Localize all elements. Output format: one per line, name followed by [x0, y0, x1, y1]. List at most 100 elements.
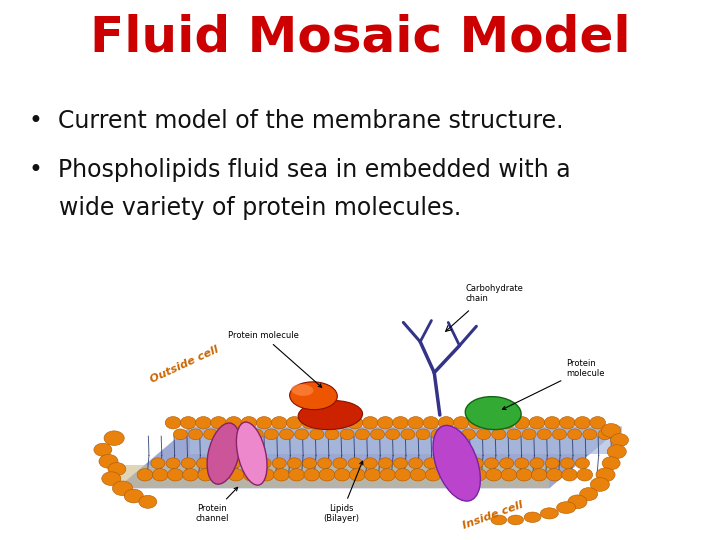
Polygon shape: [190, 427, 622, 454]
Ellipse shape: [522, 429, 536, 440]
Ellipse shape: [99, 455, 118, 468]
Text: •  Current model of the membrane structure.: • Current model of the membrane structur…: [29, 110, 563, 133]
Ellipse shape: [272, 458, 287, 469]
Ellipse shape: [499, 416, 515, 429]
Ellipse shape: [219, 429, 233, 440]
Ellipse shape: [602, 457, 620, 470]
Ellipse shape: [198, 469, 214, 481]
Ellipse shape: [515, 458, 529, 469]
Ellipse shape: [317, 416, 333, 429]
Ellipse shape: [477, 429, 490, 440]
Ellipse shape: [166, 458, 180, 469]
Ellipse shape: [541, 508, 558, 519]
Polygon shape: [117, 465, 549, 488]
Ellipse shape: [392, 416, 408, 429]
Text: Lipids
(Bilayer): Lipids (Bilayer): [323, 461, 363, 523]
Ellipse shape: [416, 429, 430, 440]
Ellipse shape: [611, 434, 629, 447]
Ellipse shape: [289, 469, 305, 481]
Ellipse shape: [423, 416, 438, 429]
Ellipse shape: [590, 477, 609, 491]
Ellipse shape: [485, 458, 498, 469]
Text: wide variety of protein molecules.: wide variety of protein molecules.: [59, 196, 462, 220]
Text: Protein
channel: Protein channel: [196, 487, 238, 523]
Ellipse shape: [545, 458, 559, 469]
Ellipse shape: [446, 429, 460, 440]
Ellipse shape: [410, 469, 426, 481]
Ellipse shape: [486, 469, 502, 481]
Text: Fluid Mosaic Model: Fluid Mosaic Model: [90, 14, 630, 62]
Ellipse shape: [349, 469, 365, 481]
Ellipse shape: [454, 416, 469, 429]
Ellipse shape: [492, 429, 506, 440]
Ellipse shape: [168, 469, 183, 481]
Ellipse shape: [438, 416, 454, 429]
Ellipse shape: [590, 416, 606, 429]
Ellipse shape: [580, 488, 598, 501]
Ellipse shape: [332, 416, 348, 429]
Ellipse shape: [340, 429, 354, 440]
Ellipse shape: [298, 401, 363, 429]
Ellipse shape: [112, 481, 132, 496]
Ellipse shape: [318, 458, 332, 469]
Ellipse shape: [228, 469, 244, 481]
Ellipse shape: [469, 458, 483, 469]
Ellipse shape: [439, 458, 453, 469]
Ellipse shape: [291, 384, 313, 396]
Ellipse shape: [258, 469, 274, 481]
Ellipse shape: [104, 431, 125, 445]
Ellipse shape: [347, 416, 363, 429]
Ellipse shape: [241, 416, 257, 429]
Ellipse shape: [325, 429, 339, 440]
Ellipse shape: [189, 429, 202, 440]
Ellipse shape: [213, 469, 229, 481]
Ellipse shape: [371, 429, 384, 440]
Ellipse shape: [287, 458, 302, 469]
Ellipse shape: [348, 458, 362, 469]
Ellipse shape: [401, 429, 415, 440]
Ellipse shape: [530, 458, 544, 469]
Ellipse shape: [560, 458, 575, 469]
Ellipse shape: [363, 458, 377, 469]
Ellipse shape: [596, 468, 615, 482]
Ellipse shape: [575, 458, 590, 469]
Ellipse shape: [211, 416, 227, 429]
Ellipse shape: [544, 416, 560, 429]
Ellipse shape: [279, 429, 294, 440]
Ellipse shape: [226, 416, 242, 429]
Ellipse shape: [287, 416, 302, 429]
Ellipse shape: [607, 445, 626, 458]
Ellipse shape: [524, 512, 541, 523]
Ellipse shape: [249, 429, 264, 440]
Ellipse shape: [514, 416, 530, 429]
Ellipse shape: [271, 416, 287, 429]
Ellipse shape: [582, 429, 597, 440]
Ellipse shape: [441, 469, 456, 481]
Ellipse shape: [196, 416, 211, 429]
Text: Inside cell: Inside cell: [462, 500, 525, 531]
Ellipse shape: [242, 458, 256, 469]
Ellipse shape: [207, 423, 240, 484]
Ellipse shape: [256, 416, 272, 429]
Ellipse shape: [379, 469, 395, 481]
Ellipse shape: [174, 429, 187, 440]
Ellipse shape: [378, 458, 392, 469]
Ellipse shape: [139, 495, 157, 508]
Text: Protein
molecule: Protein molecule: [503, 359, 605, 409]
Ellipse shape: [462, 429, 475, 440]
Ellipse shape: [197, 458, 210, 469]
Ellipse shape: [364, 469, 380, 481]
Ellipse shape: [294, 429, 309, 440]
Text: Carbohydrate
chain: Carbohydrate chain: [465, 284, 523, 303]
Ellipse shape: [394, 458, 408, 469]
Ellipse shape: [304, 469, 320, 481]
Ellipse shape: [302, 416, 318, 429]
Text: Protein molecule: Protein molecule: [228, 331, 322, 387]
Ellipse shape: [183, 469, 199, 481]
Ellipse shape: [409, 458, 423, 469]
Ellipse shape: [598, 429, 612, 440]
Ellipse shape: [562, 469, 577, 481]
Ellipse shape: [537, 429, 552, 440]
Ellipse shape: [386, 429, 400, 440]
Ellipse shape: [334, 469, 350, 481]
